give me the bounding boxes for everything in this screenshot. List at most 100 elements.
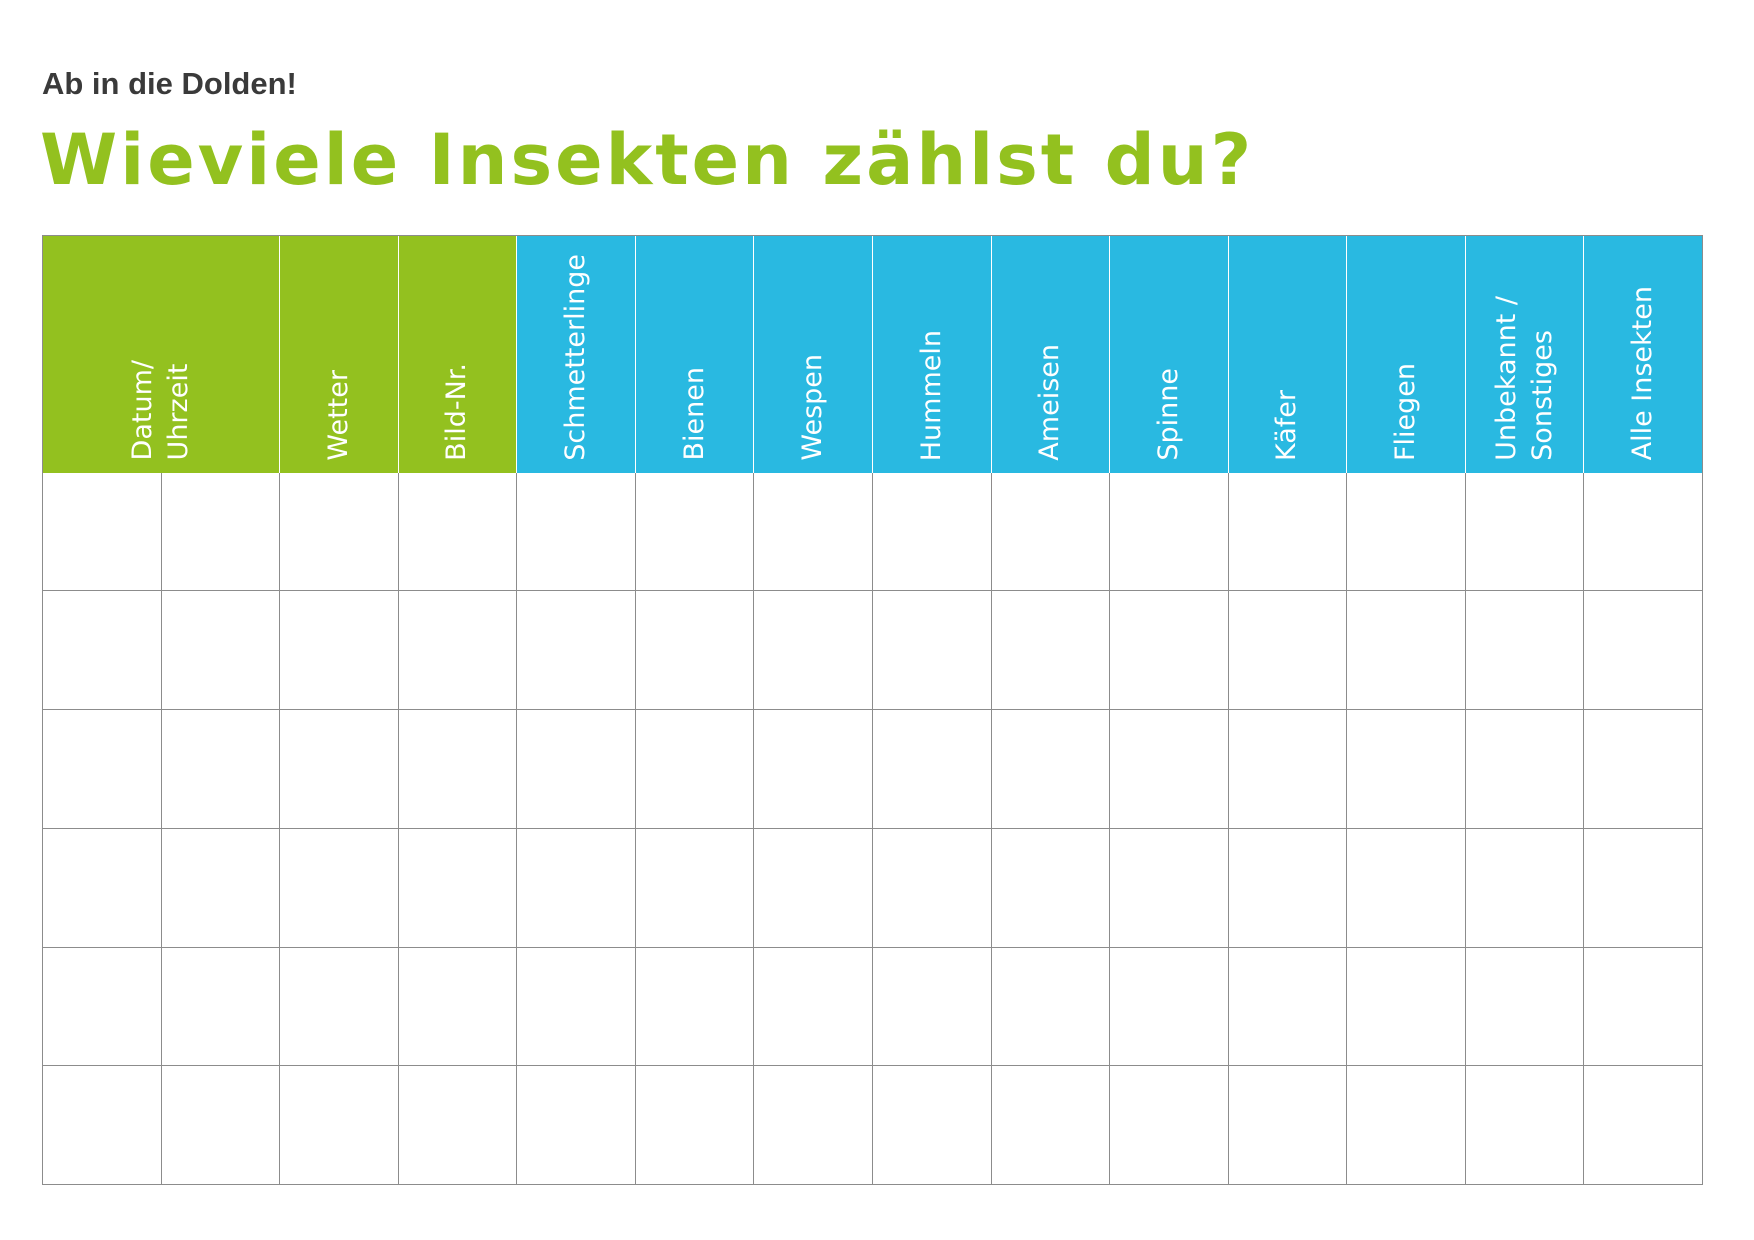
table-cell[interactable] — [1228, 1066, 1348, 1185]
table-cell[interactable] — [1110, 828, 1229, 948]
table-cell[interactable] — [43, 591, 162, 711]
table-cell[interactable] — [517, 947, 636, 1067]
table-cell[interactable] — [517, 710, 636, 829]
table-cell[interactable] — [398, 591, 518, 711]
table-cell[interactable] — [1465, 947, 1585, 1067]
table-cell[interactable] — [754, 710, 873, 829]
table-cell[interactable] — [872, 710, 992, 829]
table-cell[interactable] — [280, 947, 399, 1067]
table-cell[interactable] — [872, 828, 992, 948]
table-cell[interactable] — [517, 472, 636, 592]
table-cell[interactable] — [398, 947, 518, 1067]
table-cell[interactable] — [991, 710, 1111, 829]
table-cell[interactable] — [1347, 947, 1466, 1067]
table-cell[interactable] — [1110, 472, 1229, 592]
table-cell[interactable] — [1465, 591, 1585, 711]
table-cell[interactable] — [280, 1066, 399, 1185]
table-cell[interactable] — [1110, 947, 1229, 1067]
table-cell[interactable] — [1110, 710, 1229, 829]
column-header-alle-insekten: Alle Insekten — [1584, 236, 1703, 473]
table-cell[interactable] — [872, 472, 992, 592]
table-cell[interactable] — [991, 591, 1111, 711]
table-cell[interactable] — [398, 472, 518, 592]
table-cell[interactable] — [991, 947, 1111, 1067]
column-header-wespen: Wespen — [754, 236, 873, 473]
column-header-spinne: Spinne — [1110, 236, 1229, 473]
column-header-datum-uhrzeit: Datum/ Uhrzeit — [43, 236, 281, 473]
table-cell[interactable] — [1347, 591, 1466, 711]
table-cell[interactable] — [1228, 947, 1348, 1067]
table-cell[interactable] — [280, 591, 399, 711]
column-header-bienen: Bienen — [635, 236, 755, 473]
table-cell[interactable] — [43, 828, 162, 948]
table-cell[interactable] — [635, 828, 755, 948]
table-cell[interactable] — [398, 710, 518, 829]
table-cell[interactable] — [43, 472, 162, 592]
table-cell[interactable] — [991, 472, 1111, 592]
table-cell[interactable] — [1584, 1066, 1703, 1185]
table-cell[interactable] — [1110, 1066, 1229, 1185]
table-cell[interactable] — [1228, 472, 1348, 592]
table-cell[interactable] — [872, 591, 992, 711]
worksheet-title: Wieviele Insekten zählst du? — [40, 119, 1255, 201]
table-cell[interactable] — [754, 828, 873, 948]
table-cell[interactable] — [754, 591, 873, 711]
table-cell[interactable] — [635, 472, 755, 592]
table-cell[interactable] — [1584, 947, 1703, 1067]
table-cell[interactable] — [1465, 710, 1585, 829]
table-cell[interactable] — [161, 591, 281, 711]
worksheet-subtitle: Ab in die Dolden! — [42, 66, 297, 101]
column-header-label: Unbekannt / Sonstiges — [1490, 295, 1558, 461]
table-cell[interactable] — [1110, 591, 1229, 711]
table-cell[interactable] — [1584, 591, 1703, 711]
table-cell[interactable] — [1347, 1066, 1466, 1185]
table-cell[interactable] — [161, 947, 281, 1067]
table-cell[interactable] — [517, 1066, 636, 1185]
table-cell[interactable] — [1465, 472, 1585, 592]
table-cell[interactable] — [635, 947, 755, 1067]
table-cell[interactable] — [1228, 591, 1348, 711]
table-cell[interactable] — [161, 1066, 281, 1185]
table-cell[interactable] — [1347, 472, 1466, 592]
table-cell[interactable] — [517, 828, 636, 948]
table-cell[interactable] — [754, 947, 873, 1067]
column-header-label: Bienen — [678, 367, 710, 461]
table-cell[interactable] — [161, 472, 281, 592]
table-cell[interactable] — [398, 1066, 518, 1185]
table-cell[interactable] — [1584, 828, 1703, 948]
table-cell[interactable] — [161, 828, 281, 948]
table-cell[interactable] — [43, 947, 162, 1067]
table-cell[interactable] — [635, 710, 755, 829]
table-cell[interactable] — [872, 1066, 992, 1185]
table-cell[interactable] — [517, 591, 636, 711]
table-cell[interactable] — [1228, 828, 1348, 948]
column-header-label: Hummeln — [915, 329, 947, 461]
table-cell[interactable] — [43, 710, 162, 829]
table-cell[interactable] — [280, 828, 399, 948]
column-header-ameisen: Ameisen — [991, 236, 1111, 473]
table-cell[interactable] — [43, 1066, 162, 1185]
table-cell[interactable] — [991, 1066, 1111, 1185]
column-header-label: Datum/ Uhrzeit — [127, 360, 195, 461]
column-header-label: Fliegen — [1390, 362, 1422, 461]
column-header-bild-nr: Bild-Nr. — [398, 236, 518, 473]
table-cell[interactable] — [280, 472, 399, 592]
table-cell[interactable] — [872, 947, 992, 1067]
column-header-label: Spinne — [1152, 368, 1184, 461]
table-cell[interactable] — [1465, 1066, 1585, 1185]
table-cell[interactable] — [754, 472, 873, 592]
table-cell[interactable] — [635, 1066, 755, 1185]
table-cell[interactable] — [1228, 710, 1348, 829]
table-cell[interactable] — [1584, 472, 1703, 592]
table-cell[interactable] — [398, 828, 518, 948]
table-cell[interactable] — [1465, 828, 1585, 948]
table-cell[interactable] — [280, 710, 399, 829]
column-header-label: Wespen — [797, 354, 829, 461]
table-cell[interactable] — [1584, 710, 1703, 829]
table-cell[interactable] — [1347, 710, 1466, 829]
table-cell[interactable] — [161, 710, 281, 829]
table-cell[interactable] — [1347, 828, 1466, 948]
table-cell[interactable] — [754, 1066, 873, 1185]
table-cell[interactable] — [991, 828, 1111, 948]
table-cell[interactable] — [635, 591, 755, 711]
